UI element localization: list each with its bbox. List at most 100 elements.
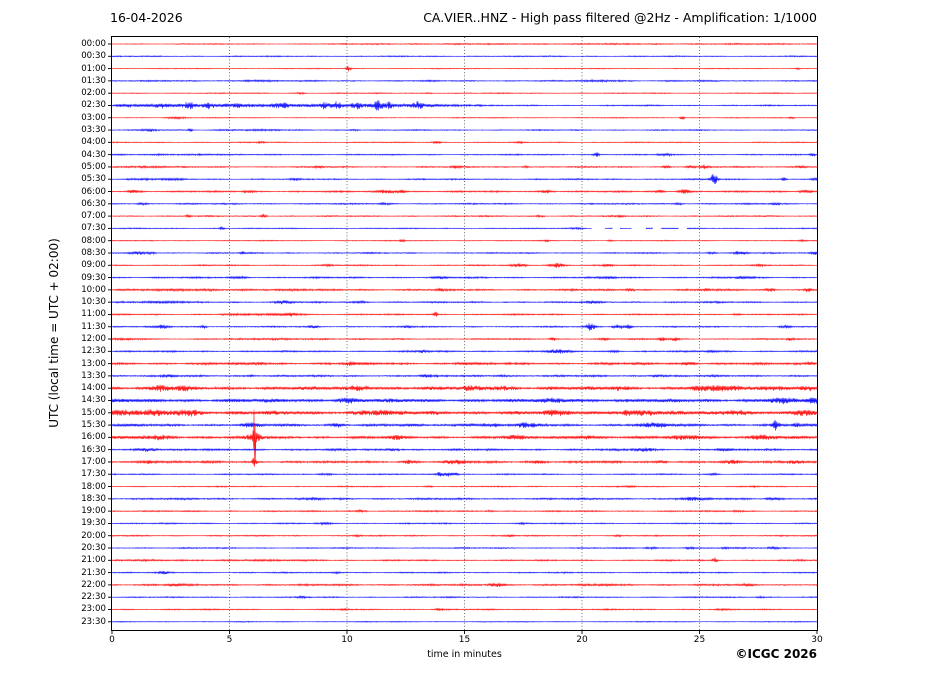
x-tick-label-25: 25: [693, 635, 706, 645]
x-tick-label-20: 20: [576, 635, 588, 645]
trace-23-30: [111, 620, 818, 623]
row-label-20-30: 20:30: [81, 543, 106, 553]
trace-11-00: [111, 311, 818, 317]
x-tick-label-15: 15: [458, 635, 471, 645]
trace-11-30: [111, 323, 818, 331]
row-label-07-00: 07:00: [81, 211, 106, 222]
trace-09-00: [111, 262, 818, 268]
row-label-19-00: 19:00: [81, 506, 106, 517]
row-label-15-30: 15:30: [81, 420, 106, 431]
row-label-08-00: 08:00: [81, 235, 106, 246]
row-label-01-00: 01:00: [81, 63, 106, 74]
x-tick-label-5: 5: [226, 635, 233, 645]
row-label-19-30: 19:30: [81, 518, 106, 529]
row-label-12-00: 12:00: [81, 334, 106, 345]
row-label-22-30: 22:30: [81, 592, 106, 603]
trace-00-30: [111, 54, 818, 58]
row-label-13-00: 13:00: [81, 358, 106, 369]
trace-08-00: [111, 238, 818, 243]
row-label-00-30: 00:30: [81, 51, 106, 62]
trace-16-00: [111, 409, 818, 462]
trace-18-00: [111, 484, 818, 489]
row-label-21-00: 21:00: [81, 555, 106, 566]
row-label-14-00: 14:00: [81, 383, 106, 394]
row-label-04-00: 04:00: [81, 137, 106, 148]
trace-19-00: [111, 508, 818, 514]
trace-12-00: [111, 336, 818, 342]
row-label-16-30: 16:30: [81, 444, 106, 455]
row-label-11-30: 11:30: [81, 321, 106, 332]
row-label-08-30: 08:30: [81, 247, 106, 258]
plot-date: 16-04-2026: [110, 10, 183, 25]
trace-14-30: [111, 397, 818, 405]
row-label-16-00: 16:00: [81, 432, 106, 443]
row-label-18-30: 18:30: [81, 493, 106, 504]
trace-17-30: [111, 472, 818, 477]
trace-21-30: [111, 570, 818, 575]
trace-07-00: [111, 213, 818, 219]
row-label-17-30: 17:30: [81, 469, 106, 480]
trace-01-30: [111, 78, 818, 83]
plot-title: CA.VIER..HNZ - High pass filtered @2Hz -…: [423, 10, 817, 25]
trace-03-00: [111, 115, 818, 120]
trace-19-30: [111, 521, 818, 526]
row-label-22-00: 22:00: [81, 579, 106, 590]
row-label-13-30: 13:30: [81, 370, 106, 381]
trace-08-30: [111, 250, 818, 256]
row-label-21-30: 21:30: [81, 567, 106, 578]
trace-20-30: [111, 545, 818, 551]
trace-16-30: [111, 447, 818, 452]
trace-12-30: [111, 348, 818, 354]
trace-05-00: [111, 164, 818, 170]
row-label-10-30: 10:30: [81, 297, 106, 308]
trace-21-00: [111, 557, 818, 563]
trace-10-00: [111, 287, 818, 293]
trace-00-00: [111, 42, 818, 46]
x-tick-label-10: 10: [341, 635, 353, 645]
trace-04-00: [111, 140, 818, 145]
seismogram-canvas: [108, 37, 818, 634]
plot-frame: [108, 36, 818, 634]
trace-18-30: [111, 496, 818, 502]
trace-22-30: [111, 595, 818, 600]
trace-10-30: [111, 299, 818, 305]
row-label-12-30: 12:30: [81, 346, 106, 357]
row-label-09-00: 09:00: [81, 260, 106, 271]
row-label-17-00: 17:00: [81, 456, 106, 467]
trace-09-30: [111, 275, 818, 280]
row-label-05-00: 05:00: [81, 161, 106, 172]
trace-17-00: [111, 457, 818, 467]
trace-06-30: [111, 201, 818, 207]
copyright-label: ©ICGC 2026: [735, 647, 817, 661]
row-label-15-00: 15:00: [81, 407, 106, 418]
row-label-05-30: 05:30: [81, 174, 106, 185]
trace-15-30: [111, 419, 818, 431]
trace-06-00: [111, 189, 818, 194]
trace-23-00: [111, 607, 818, 612]
row-label-03-00: 03:00: [81, 112, 106, 123]
row-label-23-30: 23:30: [81, 616, 106, 627]
trace-01-00: [111, 65, 818, 72]
x-tick-label-30: 30: [811, 635, 823, 645]
trace-22-00: [111, 582, 818, 588]
trace-04-30: [111, 152, 818, 157]
row-label-06-00: 06:00: [81, 186, 106, 197]
trace-15-00: [111, 409, 818, 417]
trace-13-00: [111, 361, 818, 367]
row-label-20-00: 20:00: [81, 530, 106, 541]
x-axis-title: time in minutes: [427, 649, 502, 660]
trace-02-30: [111, 100, 818, 111]
row-label-09-30: 09:30: [81, 272, 106, 283]
row-label-14-30: 14:30: [81, 395, 106, 406]
row-label-06-30: 06:30: [81, 198, 106, 209]
trace-07-30: [111, 226, 818, 231]
trace-05-30: [111, 173, 818, 184]
row-label-23-00: 23:00: [81, 604, 106, 615]
trace-20-00: [111, 533, 818, 538]
row-label-00-00: 00:00: [81, 39, 106, 49]
trace-03-30: [111, 127, 818, 133]
row-label-11-00: 11:00: [81, 309, 106, 320]
row-label-18-00: 18:00: [81, 481, 106, 492]
trace-14-00: [111, 384, 818, 392]
row-label-01-30: 01:30: [81, 75, 106, 86]
